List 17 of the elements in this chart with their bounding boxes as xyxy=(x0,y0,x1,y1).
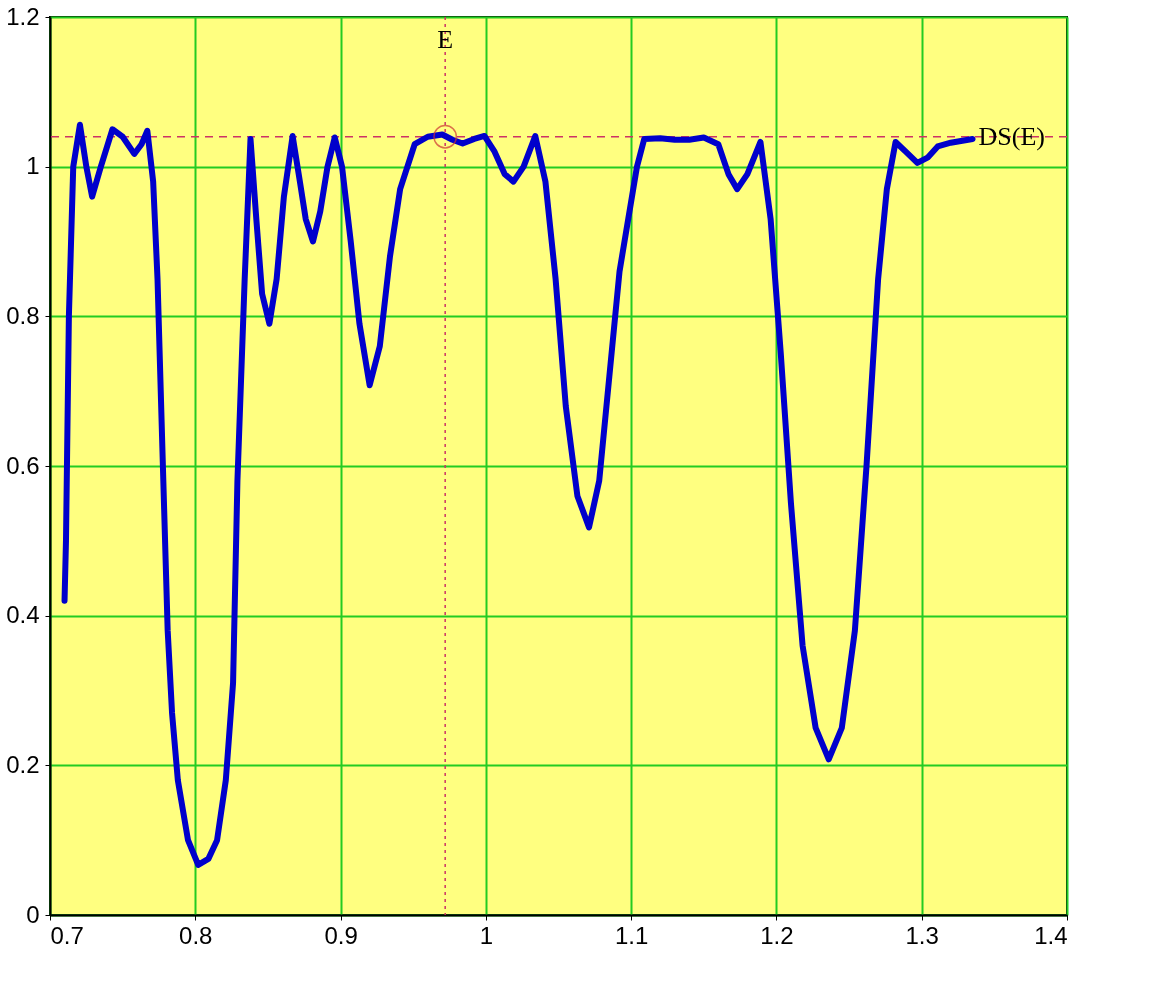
y-tick-label: 0 xyxy=(26,900,40,928)
x-tick-label: 0.9 xyxy=(324,921,358,949)
x-tick-label: 1.4 xyxy=(1034,921,1068,949)
y-tick-label: 0.4 xyxy=(6,601,40,629)
y-tick-label: 0.6 xyxy=(6,451,40,479)
x-tick-label: 0.7 xyxy=(50,921,84,949)
ref-line-label: E xyxy=(437,25,454,54)
y-tick-label: 0.8 xyxy=(6,301,40,329)
y-tick-label: 1 xyxy=(26,152,40,180)
x-tick-label: 1.1 xyxy=(614,921,649,949)
y-tick-label: 1.2 xyxy=(6,2,40,30)
x-tick-label: 1.3 xyxy=(905,921,939,949)
x-tick-label: 1 xyxy=(479,921,494,949)
y-tick-label: 0.2 xyxy=(6,750,40,778)
x-tick-label: 1.2 xyxy=(760,921,794,949)
x-tick-label: 0.8 xyxy=(179,921,213,949)
ref-line-label: DS(E) xyxy=(978,121,1045,151)
